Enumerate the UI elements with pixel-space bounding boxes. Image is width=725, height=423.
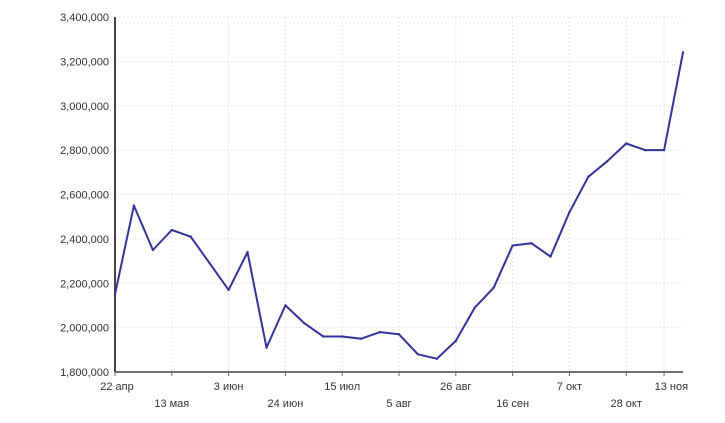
x-tick-label: 26 авг: [440, 381, 471, 393]
y-tick-label: 2,600,000: [60, 190, 109, 202]
x-tick-label: 22 апр: [100, 381, 133, 393]
data-point: [568, 211, 571, 214]
data-point: [435, 357, 439, 360]
data-point: [246, 250, 249, 254]
data-point: [473, 306, 476, 309]
y-tick-label: 3,200,000: [60, 56, 109, 68]
data-point: [378, 330, 382, 334]
data-point: [170, 228, 173, 232]
data-point: [397, 333, 401, 336]
y-tick-label: 1,800,000: [60, 367, 109, 379]
x-axis-tick-labels: 22 апр 13 мая 3 июн 24 июн 15 июл 5 авг 26 авг…: [100, 381, 688, 410]
y-tick-label: 2,200,000: [60, 278, 109, 290]
x-tick-label: 13 мая: [154, 398, 189, 410]
data-point: [416, 353, 420, 356]
data-point: [662, 148, 666, 152]
data-point: [549, 255, 552, 258]
data-point: [359, 337, 363, 340]
x-tick-label: 3 июн: [214, 381, 244, 393]
x-tick-label: 5 авг: [386, 398, 411, 410]
data-point: [341, 335, 344, 338]
data-point: [530, 242, 533, 245]
y-tick-label: 2,800,000: [60, 145, 109, 157]
data-point: [284, 304, 287, 307]
x-tick-label: 15 июл: [324, 381, 360, 393]
y-tick-label: 2,000,000: [60, 323, 109, 335]
x-tick-label: 7 окт: [557, 381, 582, 393]
data-point: [454, 339, 457, 343]
data-point: [625, 142, 628, 145]
data-point: [265, 346, 268, 349]
data-point: [189, 235, 192, 238]
data-point: [587, 175, 590, 178]
data-point: [492, 286, 495, 289]
data-point: [208, 262, 211, 265]
series-group: [113, 51, 685, 360]
data-point: [606, 160, 609, 163]
x-tick-label: 24 июн: [268, 398, 304, 410]
y-tick-label: 2,400,000: [60, 234, 109, 246]
data-point: [151, 248, 155, 252]
data-point: [227, 288, 230, 292]
data-point: [643, 148, 647, 152]
x-tick-label: 16 сен: [496, 398, 529, 410]
data-point: [303, 321, 306, 325]
data-point: [113, 293, 117, 296]
y-tick-label: 3,000,000: [60, 101, 109, 113]
data-point: [132, 204, 136, 207]
data-point: [322, 335, 325, 338]
x-tick-label: 13 ноя: [655, 381, 688, 393]
data-point: [681, 51, 685, 54]
x-tick-label: 28 окт: [611, 398, 642, 410]
y-axis-tick-labels: 1,800,000 2,000,000 2,200,000 2,400,000 2,60…: [60, 12, 109, 379]
y-tick-label: 3,400,000: [60, 12, 109, 24]
data-point: [511, 244, 514, 247]
